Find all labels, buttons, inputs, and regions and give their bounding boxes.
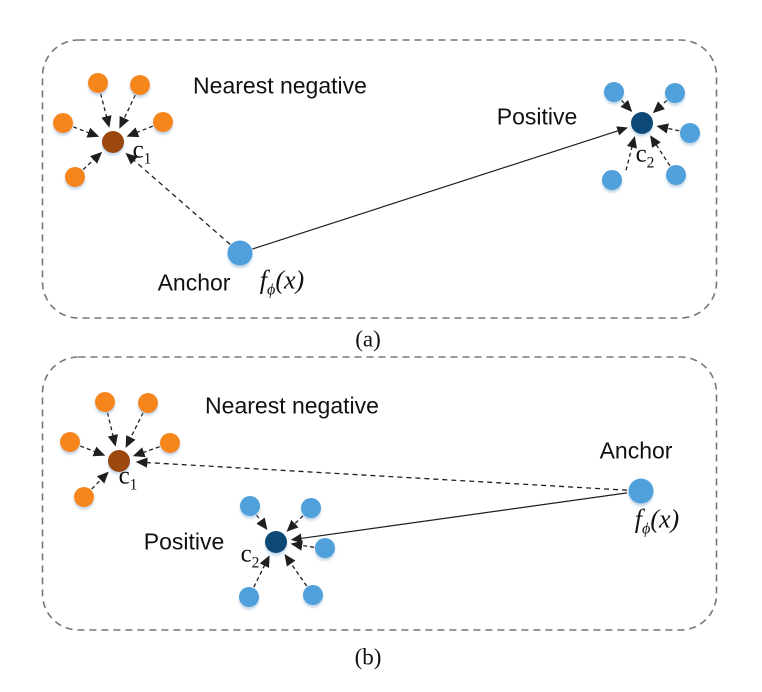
positive-sample-dot [240,496,260,516]
cluster-arrow [125,412,144,448]
negative-sample-dot [88,73,108,93]
cluster-arrow [119,94,136,129]
c2-label: c2 [635,140,655,172]
anchor-to-positive-solid-line [252,126,628,250]
panel-a-negative-samples [53,73,173,187]
cluster-arrow [290,540,315,551]
positive-sample-dot [315,538,335,558]
cluster-arrow [253,555,270,588]
panel-a-positive-samples [602,82,700,190]
cluster-arrow [652,99,668,114]
positive-label: Positive [496,103,578,130]
cluster-arrow [625,135,637,171]
panel-a-positive-cluster-arrows [620,99,680,171]
positive-sample-dot [666,165,686,185]
positive-sample-dot [303,585,323,605]
positive-sample-dot [602,170,622,190]
anchor-dot [227,240,253,266]
cluster-arrow [284,554,308,587]
panel-b-positive-samples [239,496,335,607]
positive-center-c2-dot [631,112,653,134]
caption-b: (b) [354,644,382,670]
cluster-arrow [100,93,112,128]
anchor-dot [628,478,654,504]
panel-b-negative-samples [60,392,180,507]
panel-a-negative-cluster-arrows [73,93,154,171]
anchor-to-negative-dashed-line [135,457,628,491]
negative-sample-dot [65,167,85,187]
anchor-label: Anchor [599,437,673,464]
c1-label: c1 [118,462,138,494]
negative-sample-dot [160,433,180,453]
negative-sample-dot [130,75,150,95]
positive-sample-dot [604,82,624,102]
anchor-to-positive-solid-line [290,492,628,544]
positive-sample-dot [239,587,259,607]
cluster-arrow [106,412,118,447]
cluster-arrow [656,123,680,134]
negative-center-c1-dot [102,131,124,153]
negative-sample-dot [74,487,94,507]
cluster-arrow [91,471,109,490]
anchor-embedding-math-label: fϕ(x) [259,265,305,299]
negative-sample-dot [60,432,80,452]
anchor-to-negative-dashed-line [125,152,231,245]
cluster-arrow [255,514,268,531]
negative-sample-dot [153,112,173,132]
cluster-arrow [73,126,100,138]
positive-sample-dot [665,83,685,103]
anchor-embedding-math-label: fϕ(x) [634,504,680,538]
panel-b-positive-cluster-arrows [253,514,315,588]
c1-label: c1 [132,136,152,168]
c2-label: c2 [240,540,260,572]
negative-sample-dot [53,113,73,133]
positive-sample-dot [680,123,700,143]
cluster-arrow [80,445,106,457]
positive-center-c2-dot [265,531,287,553]
anchor-label: Anchor [157,269,231,296]
negative-sample-dot [95,392,115,412]
panel-a-border [41,39,718,319]
positive-label: Positive [143,528,225,555]
positive-sample-dot [301,498,321,518]
cluster-arrow [82,151,103,171]
negative-center-c1-dot [108,450,130,472]
cluster-arrow [650,135,671,167]
panel-b-negative-cluster-arrows [80,412,160,490]
cluster-arrow [126,125,154,138]
cluster-arrow [286,515,304,532]
caption-a: (a) [355,326,381,352]
nearest-negative-label: Nearest negative [193,72,367,99]
nearest-negative-label: Nearest negative [205,392,379,419]
panel-b-border [41,356,718,631]
negative-sample-dot [138,393,158,413]
cluster-arrow [620,99,633,113]
cluster-arrow [132,446,160,458]
